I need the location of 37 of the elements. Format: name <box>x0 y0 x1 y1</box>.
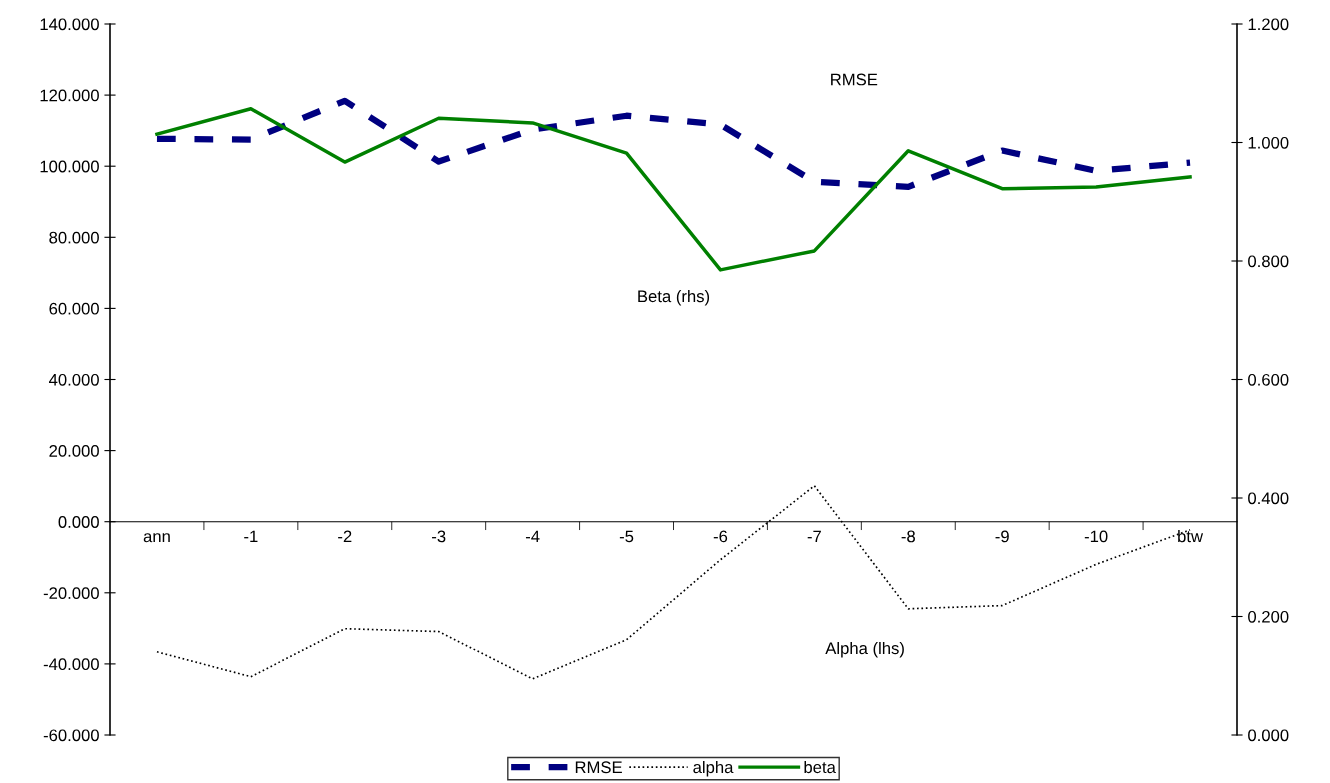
y-tick-label: 0.000 <box>58 516 99 528</box>
legend-label: alpha <box>693 760 734 777</box>
line-series <box>155 106 1192 272</box>
y-tick-label: 80.000 <box>49 231 99 244</box>
x-tick-label: -2 <box>338 530 352 543</box>
x-tick-label: ann <box>143 533 170 543</box>
y-tick-label: 40.000 <box>48 373 99 386</box>
x-tick-label: -6 <box>713 530 728 543</box>
y2-tick-label: 0.200 <box>1248 610 1289 623</box>
x-tick-label: -1 <box>244 530 258 543</box>
y2-tick-label: 0.400 <box>1248 492 1289 505</box>
y2-tick-label: 1.200 <box>1248 18 1289 31</box>
annotation: Alpha (lhs) <box>825 641 904 658</box>
x-tick-label: btw <box>1178 530 1204 543</box>
y-tick-label: -20.000 <box>43 587 99 599</box>
y-tick-label: 120.000 <box>40 89 99 102</box>
x-tick-label: -8 <box>901 530 915 543</box>
x-tick-label: -3 <box>432 530 446 543</box>
y2-tick-label: 1.000 <box>1248 136 1289 149</box>
y-tick-label: -60.000 <box>43 729 99 742</box>
y-tick-label: 140.000 <box>40 18 99 31</box>
x-tick-label: -9 <box>995 530 1009 543</box>
y2-tick-label: 0.600 <box>1248 373 1289 386</box>
x-tick-label: -5 <box>619 530 634 543</box>
x-tick-label: -4 <box>525 530 540 543</box>
y2-tick-label: 0.000 <box>1248 729 1289 742</box>
y-tick-label: -40.000 <box>43 658 99 671</box>
annotation: Beta (rhs) <box>638 289 710 306</box>
legend-label: beta <box>804 760 836 774</box>
legend-label: RMSE <box>575 761 622 774</box>
y-tick-label: 60.000 <box>49 302 99 315</box>
annotation: RMSE <box>831 73 878 86</box>
x-tick-label: -7 <box>807 530 821 543</box>
x-tick-label: -10 <box>1084 530 1108 543</box>
y2-tick-label: 0.800 <box>1248 255 1289 268</box>
y-tick-label: 20.000 <box>49 445 99 457</box>
y-tick-label: 100.000 <box>40 160 99 173</box>
